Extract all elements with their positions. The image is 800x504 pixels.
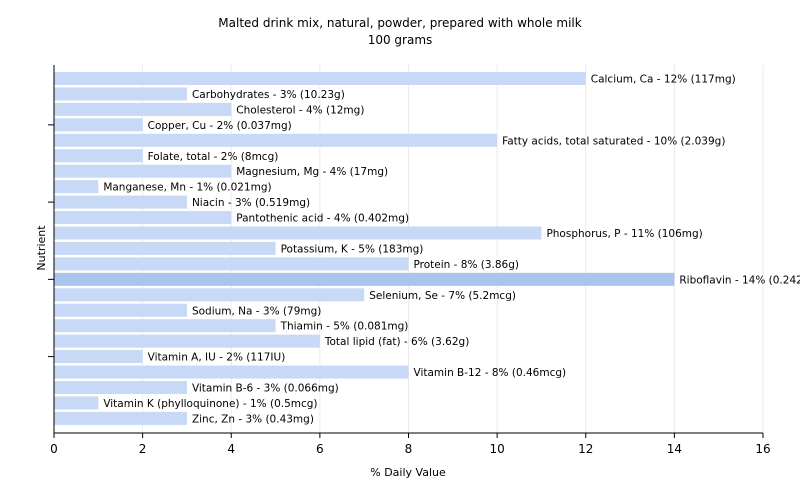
bar-label: Folate, total - 2% (8mcg)	[148, 151, 279, 163]
bar-label: Vitamin K (phylloquinone) - 1% (0.5mcg)	[103, 398, 317, 410]
bar-label: Fatty acids, total saturated - 10% (2.03…	[502, 135, 725, 147]
bar	[54, 87, 187, 101]
bars-group	[54, 72, 675, 425]
bar	[54, 226, 542, 240]
bar	[54, 319, 276, 333]
bar-label: Potassium, K - 5% (183mg)	[281, 243, 424, 255]
x-tick-label: 2	[139, 442, 147, 456]
bar	[54, 350, 143, 364]
bar-label: Riboflavin - 14% (0.242mg)	[679, 274, 800, 286]
bar-label: Zinc, Zn - 3% (0.43mg)	[192, 413, 314, 425]
bar-label: Selenium, Se - 7% (5.2mcg)	[369, 290, 516, 302]
bar-label: Sodium, Na - 3% (79mg)	[192, 305, 321, 317]
chart-subtitle: 100 grams	[368, 33, 433, 47]
bar-label: Cholesterol - 4% (12mg)	[236, 104, 364, 116]
x-tick-label: 6	[316, 442, 324, 456]
bar-label: Carbohydrates - 3% (10.23g)	[192, 89, 345, 101]
x-tick-label: 14	[667, 442, 682, 456]
bar-label: Vitamin B-6 - 3% (0.066mg)	[192, 383, 339, 395]
bar	[54, 195, 187, 209]
bar-label: Vitamin A, IU - 2% (117IU)	[148, 352, 286, 364]
bar	[54, 381, 187, 394]
bar-label: Copper, Cu - 2% (0.037mg)	[148, 120, 292, 132]
bar	[54, 411, 187, 425]
axes-group: 0 2 4 6 8 10 12 14 16	[48, 65, 771, 456]
bar-label: Manganese, Mn - 1% (0.021mg)	[103, 182, 271, 194]
x-axis-label: % Daily Value	[370, 466, 446, 479]
bar	[54, 365, 409, 379]
bar	[54, 272, 675, 286]
bar-label: Vitamin B-12 - 8% (0.46mcg)	[414, 367, 567, 379]
x-tick-label: 0	[50, 442, 58, 456]
bar	[54, 334, 320, 348]
y-axis-label: Nutrient	[35, 225, 48, 271]
bar	[54, 211, 232, 225]
bar-label: Phosphorus, P - 11% (106mg)	[546, 228, 702, 240]
bar	[54, 257, 409, 271]
bar-label: Thiamin - 5% (0.081mg)	[280, 321, 409, 333]
bar-label: Pantothenic acid - 4% (0.402mg)	[236, 213, 409, 225]
bar	[54, 102, 232, 116]
bar-label: Protein - 8% (3.86g)	[414, 259, 520, 271]
bar	[54, 133, 498, 147]
bar	[54, 180, 99, 194]
bar	[54, 396, 99, 410]
bar	[54, 72, 586, 85]
x-tick-label: 12	[578, 442, 593, 456]
bar	[54, 118, 143, 132]
chart-title: Malted drink mix, natural, powder, prepa…	[218, 16, 581, 30]
bar-labels-group: Calcium, Ca - 12% (117mg) Carbohydrates -…	[103, 74, 800, 426]
x-tick-label: 10	[489, 442, 504, 456]
bar	[54, 164, 232, 178]
bar-label: Magnesium, Mg - 4% (17mg)	[236, 166, 388, 178]
x-tick-label: 16	[755, 442, 770, 456]
x-tick-label: 4	[227, 442, 235, 456]
bar-label: Calcium, Ca - 12% (117mg)	[591, 74, 736, 86]
bar	[54, 288, 365, 302]
bar-label: Total lipid (fat) - 6% (3.62g)	[324, 336, 469, 348]
bar	[54, 241, 276, 255]
bar	[54, 149, 143, 163]
bar	[54, 303, 187, 317]
bar-label: Niacin - 3% (0.519mg)	[192, 197, 310, 209]
x-tick-label: 8	[405, 442, 413, 456]
